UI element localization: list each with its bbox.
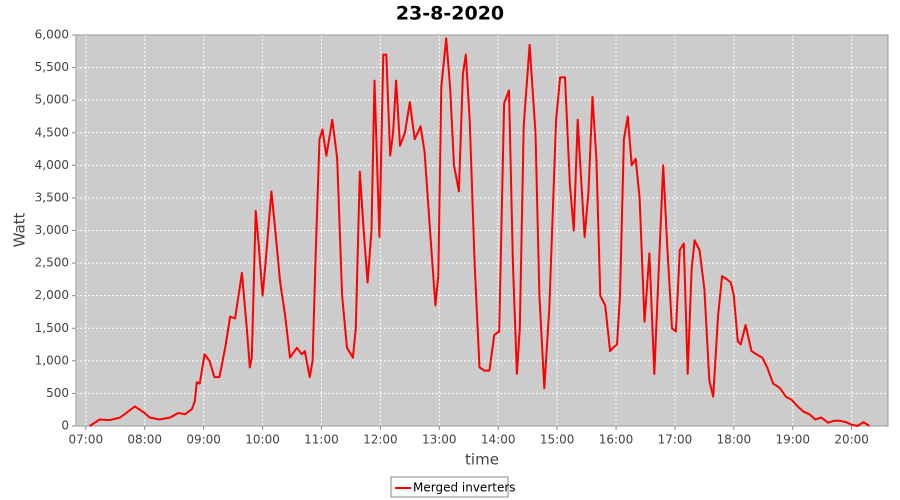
y-tick-label: 1,500: [35, 321, 69, 335]
y-axis-label: Watt: [11, 212, 29, 247]
y-tick-label: 2,500: [35, 256, 69, 270]
x-tick-label: 17:00: [658, 433, 693, 447]
x-tick-label: 19:00: [775, 433, 810, 447]
y-tick-label: 0: [61, 419, 69, 433]
data-line: [89, 37, 870, 427]
y-tick-label: 500: [46, 386, 69, 400]
x-tick-label: 10:00: [245, 433, 280, 447]
y-tick-label: 4,500: [35, 125, 69, 139]
x-tick-label: 18:00: [717, 433, 752, 447]
y-tick-label: 3,500: [35, 190, 69, 204]
x-tick-label: 14:00: [481, 433, 516, 447]
x-tick-label: 07:00: [69, 433, 104, 447]
x-axis-label: time: [465, 451, 499, 469]
x-tick-label: 20:00: [834, 433, 869, 447]
y-tick-label: 5,500: [35, 60, 69, 74]
x-tick-label: 12:00: [363, 433, 398, 447]
x-tick-label: 09:00: [186, 433, 221, 447]
x-tick-label: 11:00: [304, 433, 339, 447]
y-tick-label: 5,000: [35, 93, 69, 107]
legend: [390, 476, 509, 498]
plot-border: [75, 34, 889, 427]
y-tick-label: 3,000: [35, 223, 69, 237]
y-tick-label: 1,000: [35, 353, 69, 367]
x-tick-label: 13:00: [422, 433, 457, 447]
chart-title: 23-8-2020: [396, 3, 504, 25]
y-tick-label: 2,000: [35, 288, 69, 302]
legend-label: Merged inverters: [413, 481, 516, 495]
x-tick-label: 08:00: [127, 433, 162, 447]
y-tick-label: 6,000: [35, 28, 69, 42]
y-tick-label: 4,000: [35, 158, 69, 172]
x-tick-label: 16:00: [599, 433, 634, 447]
x-tick-label: 15:00: [540, 433, 575, 447]
